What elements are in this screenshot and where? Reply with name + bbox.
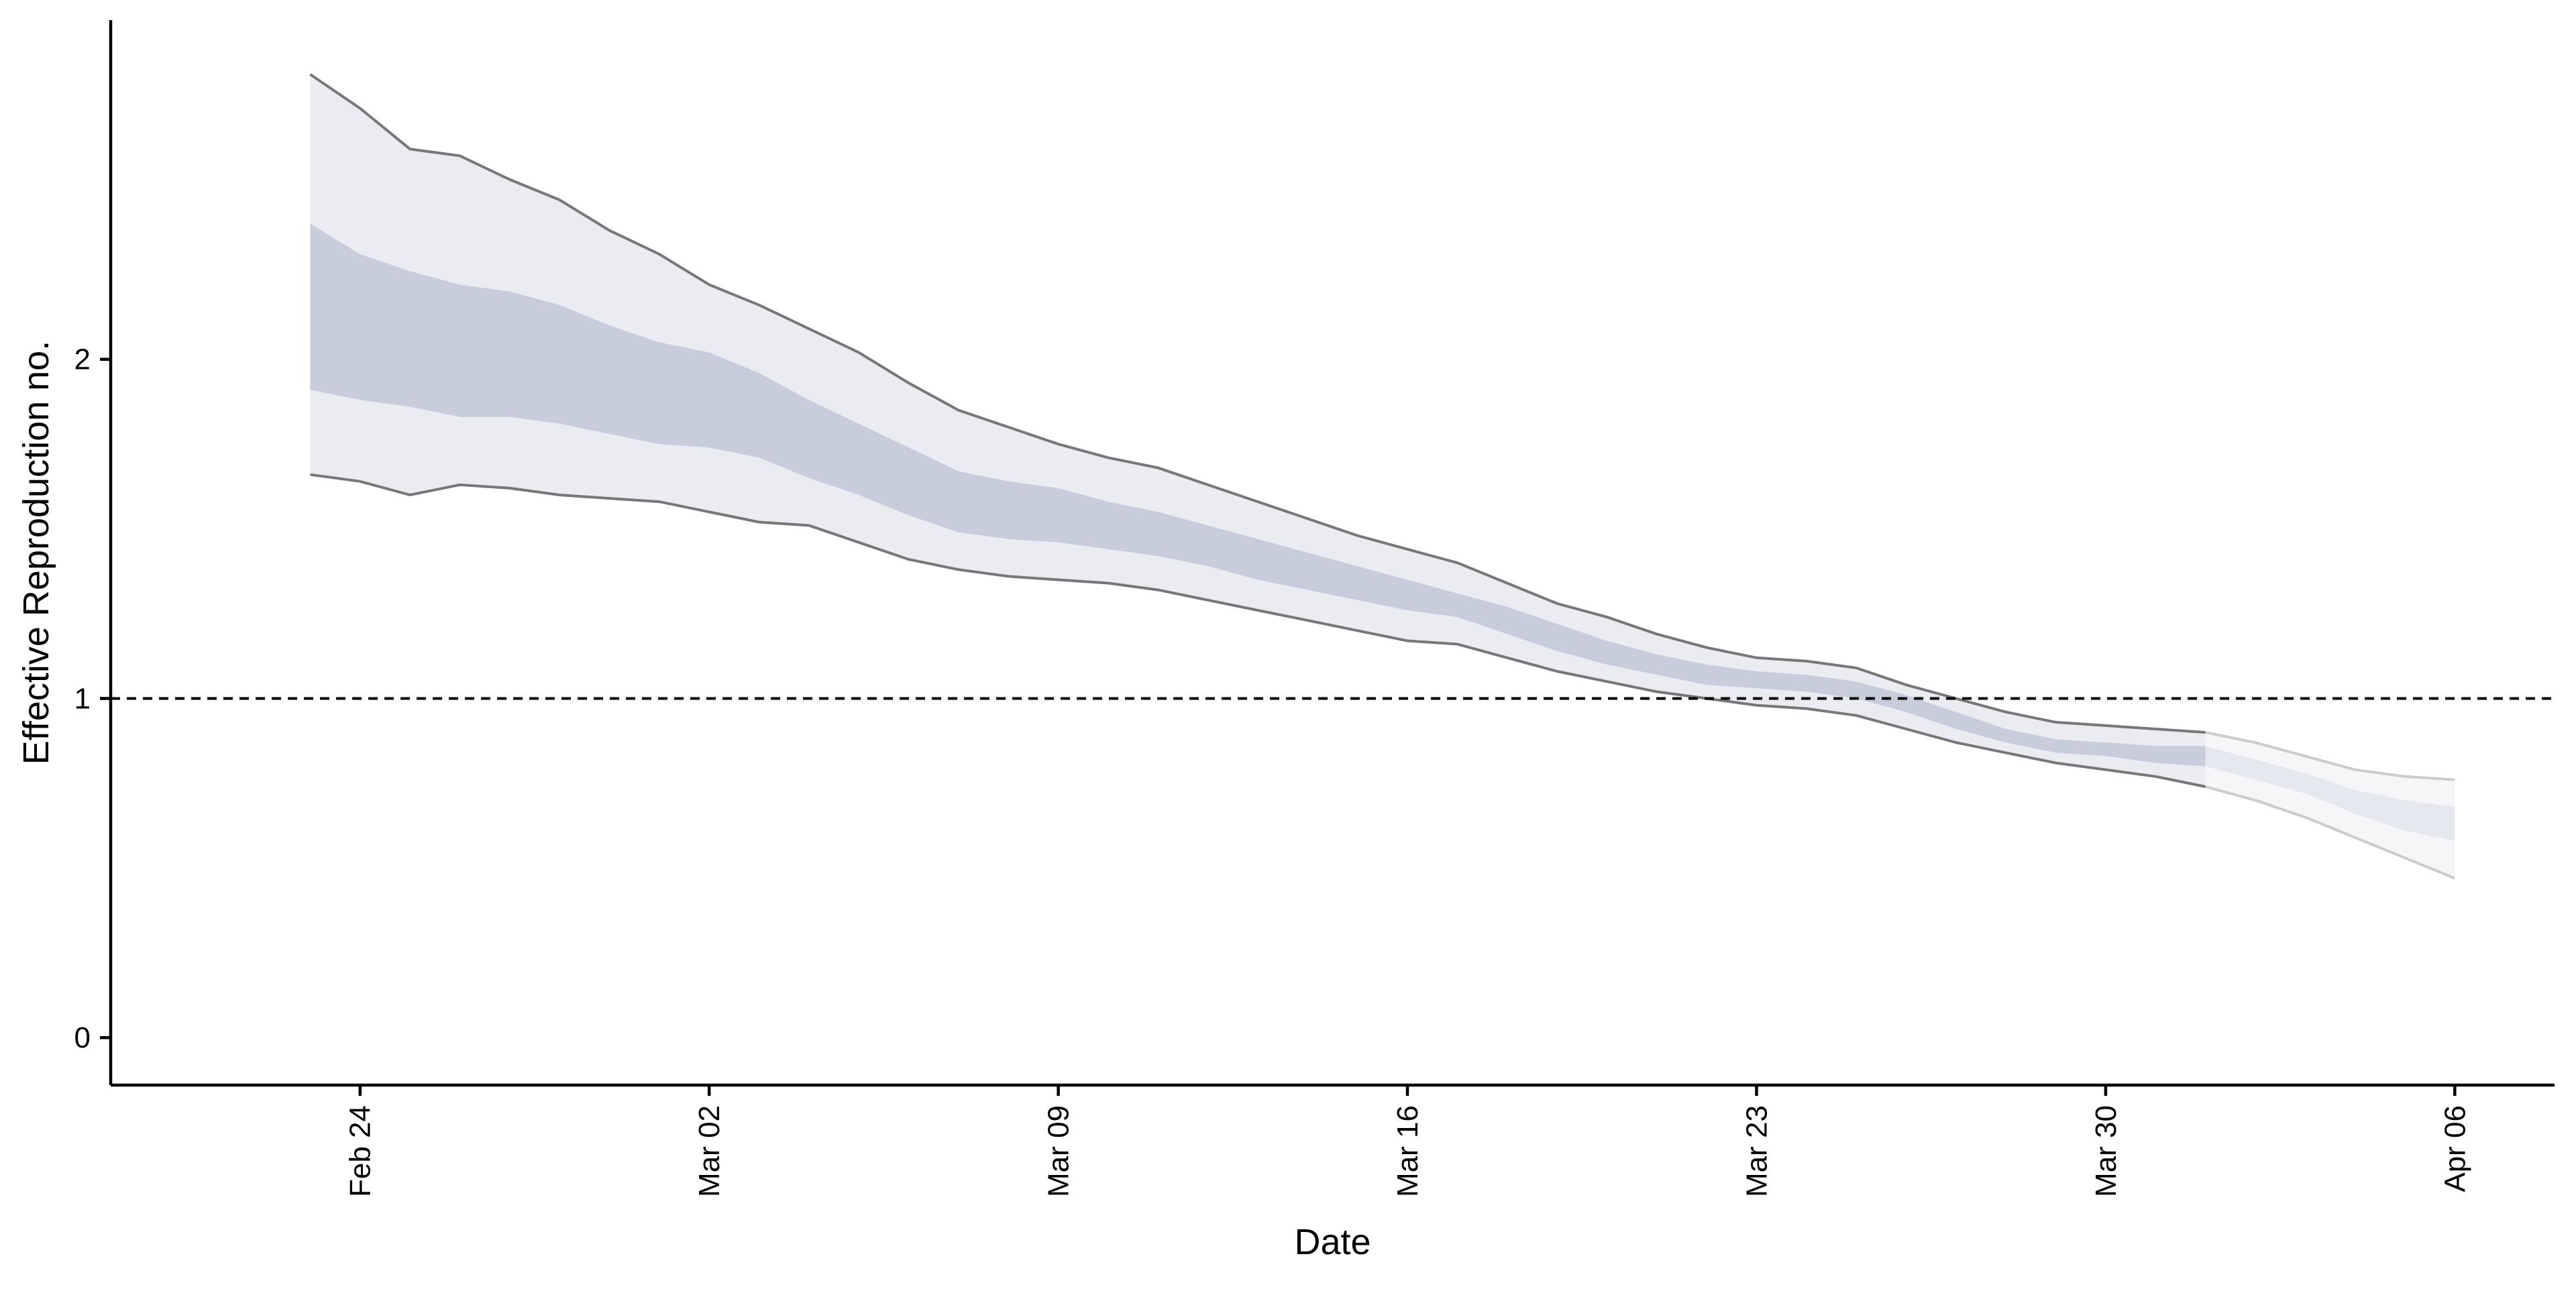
x-tick-label: Mar 16 [1391,1105,1424,1197]
axes [109,20,2555,1087]
interval-bound-lines [309,73,2456,880]
y-axis-title: Effective Reproduction no. [16,341,56,765]
estimate-bands [310,74,2206,787]
y-axis-ticks: 0 1 2 [74,343,111,1054]
y-tick-label: 0 [74,1021,91,1054]
x-axis-ticks: Feb 24 Mar 02 Mar 09 Mar 16 Mar 23 Mar 30 Apr … [344,1085,2471,1197]
x-tick-label: Mar 23 [1740,1105,1773,1197]
y-tick-label: 1 [74,682,91,715]
upper-bound-line-forecast [2205,731,2455,781]
upper-bound-line [309,73,2206,734]
x-tick-label: Mar 02 [693,1105,726,1197]
y-tick-label: 2 [74,343,91,376]
x-tick-label: Feb 24 [344,1105,377,1197]
lower-bound-line [310,473,2206,788]
x-tick-label: Apr 06 [2438,1105,2471,1192]
x-tick-label: Mar 30 [2090,1105,2123,1197]
forecast-bands [2205,732,2455,879]
lower-bound-line-forecast [2205,785,2456,880]
x-axis-title: Date [1294,1222,1371,1262]
inner-interval-band-forecast [2205,746,2455,841]
x-tick-label: Mar 09 [1042,1105,1075,1197]
